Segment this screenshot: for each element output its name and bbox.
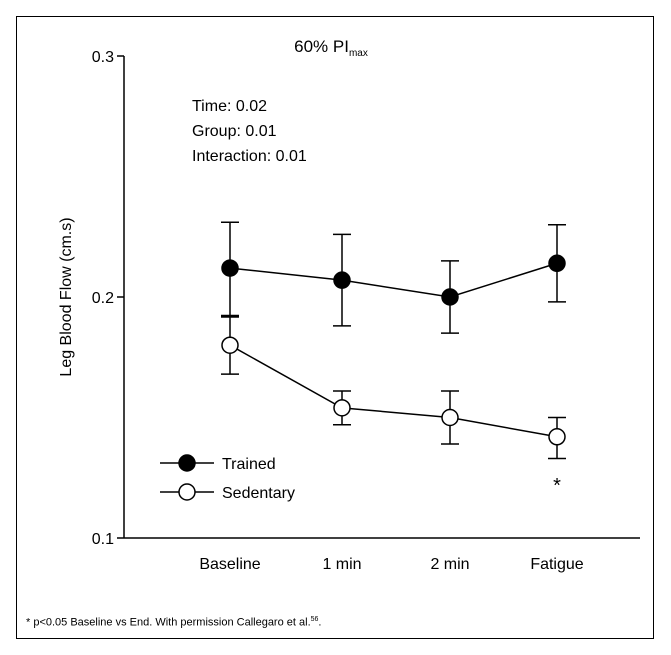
footnote-period: .: [318, 616, 322, 629]
chart-title: 60% PImax: [294, 37, 368, 59]
y-axis-label: Leg Blood Flow (cm.s): [58, 217, 75, 376]
y-tick-label: 0.1: [92, 531, 114, 548]
data-point: [548, 428, 566, 446]
stat-interaction: Interaction: 0.01: [192, 148, 307, 165]
legend-label: Trained: [222, 456, 276, 473]
x-tick-label: Baseline: [199, 556, 260, 573]
stat-time: Time: 0.02: [192, 98, 267, 115]
footnote-ref: 56: [310, 616, 319, 623]
series-line: [229, 262, 558, 298]
footnote-text: * p<0.05 Baseline vs End. With permissio…: [26, 616, 311, 629]
data-point: [221, 259, 239, 277]
x-tick-label: Fatigue: [530, 556, 583, 573]
data-point: [221, 336, 239, 354]
x-tick-label: 1 min: [322, 556, 361, 573]
footnote: * p<0.05 Baseline vs End. With permissio…: [26, 616, 321, 629]
legend-marker: [178, 454, 196, 472]
y-tick-label: 0.3: [92, 49, 114, 66]
stat-group: Group: 0.01: [192, 123, 277, 140]
legend-label: Sedentary: [222, 485, 295, 502]
data-point: [333, 399, 351, 417]
legend-item-sedentary: Sedentary: [160, 483, 295, 502]
data-point: [333, 271, 351, 289]
significance-asterisk: *: [553, 475, 561, 497]
series-line: [229, 344, 558, 438]
x-tick-label: 2 min: [430, 556, 469, 573]
figure-frame: [16, 16, 654, 639]
data-point: [441, 408, 459, 427]
y-tick-label: 0.2: [92, 290, 114, 307]
legend-marker: [178, 483, 196, 501]
data-point: [441, 288, 459, 306]
series-trained: [221, 221, 566, 334]
data-point: [548, 254, 566, 273]
legend-item-trained: Trained: [160, 454, 276, 473]
series-sedentary: [221, 315, 566, 460]
